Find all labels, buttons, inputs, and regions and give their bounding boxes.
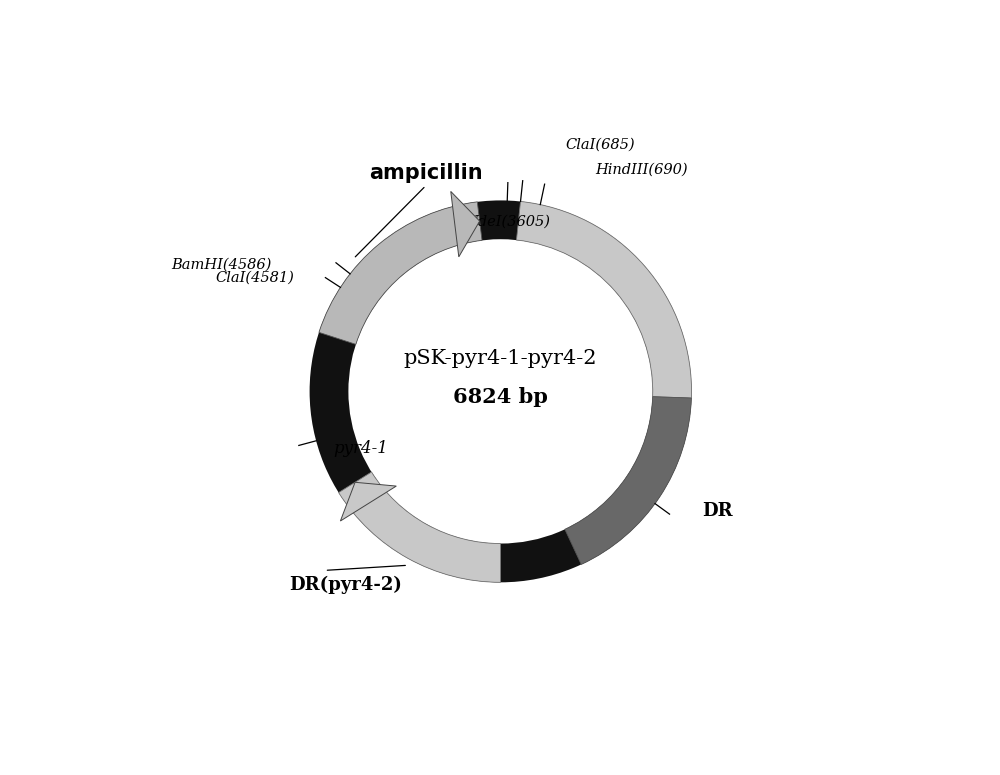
Text: ClaI(4581): ClaI(4581) <box>215 270 294 284</box>
Text: NdeI(3605): NdeI(3605) <box>465 215 550 229</box>
Text: DR: DR <box>702 502 733 520</box>
Text: 6824 bp: 6824 bp <box>453 388 548 408</box>
Wedge shape <box>516 202 692 398</box>
Text: HindIII(690): HindIII(690) <box>595 162 688 176</box>
Wedge shape <box>310 201 692 582</box>
Wedge shape <box>319 202 482 344</box>
Polygon shape <box>340 482 396 521</box>
Text: ClaI(685): ClaI(685) <box>566 138 635 152</box>
Text: BamHI(4586): BamHI(4586) <box>171 257 272 271</box>
Wedge shape <box>565 397 691 564</box>
Wedge shape <box>339 472 501 582</box>
Text: pSK-pyr4-1-pyr4-2: pSK-pyr4-1-pyr4-2 <box>404 349 597 368</box>
Text: DR(pyr4-2): DR(pyr4-2) <box>289 576 402 594</box>
Polygon shape <box>451 191 480 257</box>
Text: ampicillin: ampicillin <box>369 163 483 183</box>
Text: pyr4-1: pyr4-1 <box>333 440 388 457</box>
